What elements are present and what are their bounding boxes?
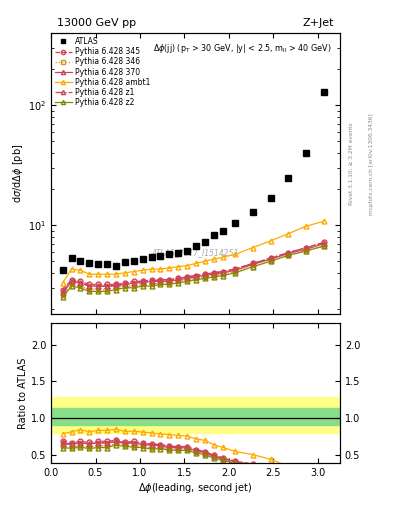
Text: mcplots.cern.ch [arXiv:1306.3436]: mcplots.cern.ch [arXiv:1306.3436] — [369, 113, 374, 215]
Text: 13000 GeV pp: 13000 GeV pp — [57, 17, 136, 28]
Bar — [51, 397, 340, 433]
Text: $\Delta\phi$(jj) (p$_{\rm T}$ > 30 GeV, |y| < 2.5, m$_{\rm ll}$ > 40 GeV): $\Delta\phi$(jj) (p$_{\rm T}$ > 30 GeV, … — [153, 41, 331, 55]
Legend: ATLAS, Pythia 6.428 345, Pythia 6.428 346, Pythia 6.428 370, Pythia 6.428 ambt1,: ATLAS, Pythia 6.428 345, Pythia 6.428 34… — [55, 37, 150, 107]
Bar — [51, 409, 340, 425]
Y-axis label: d$\sigma$/d$\Delta\phi$ [pb]: d$\sigma$/d$\Delta\phi$ [pb] — [11, 144, 25, 203]
Y-axis label: Ratio to ATLAS: Ratio to ATLAS — [18, 357, 28, 429]
Text: Z+Jet: Z+Jet — [303, 17, 334, 28]
Text: Rivet 3.1.10; ≥ 3.2M events: Rivet 3.1.10; ≥ 3.2M events — [349, 122, 353, 205]
Text: ATLAS_2017_I1514251: ATLAS_2017_I1514251 — [152, 248, 239, 257]
X-axis label: $\Delta\phi$(leading, second jet): $\Delta\phi$(leading, second jet) — [138, 481, 253, 495]
